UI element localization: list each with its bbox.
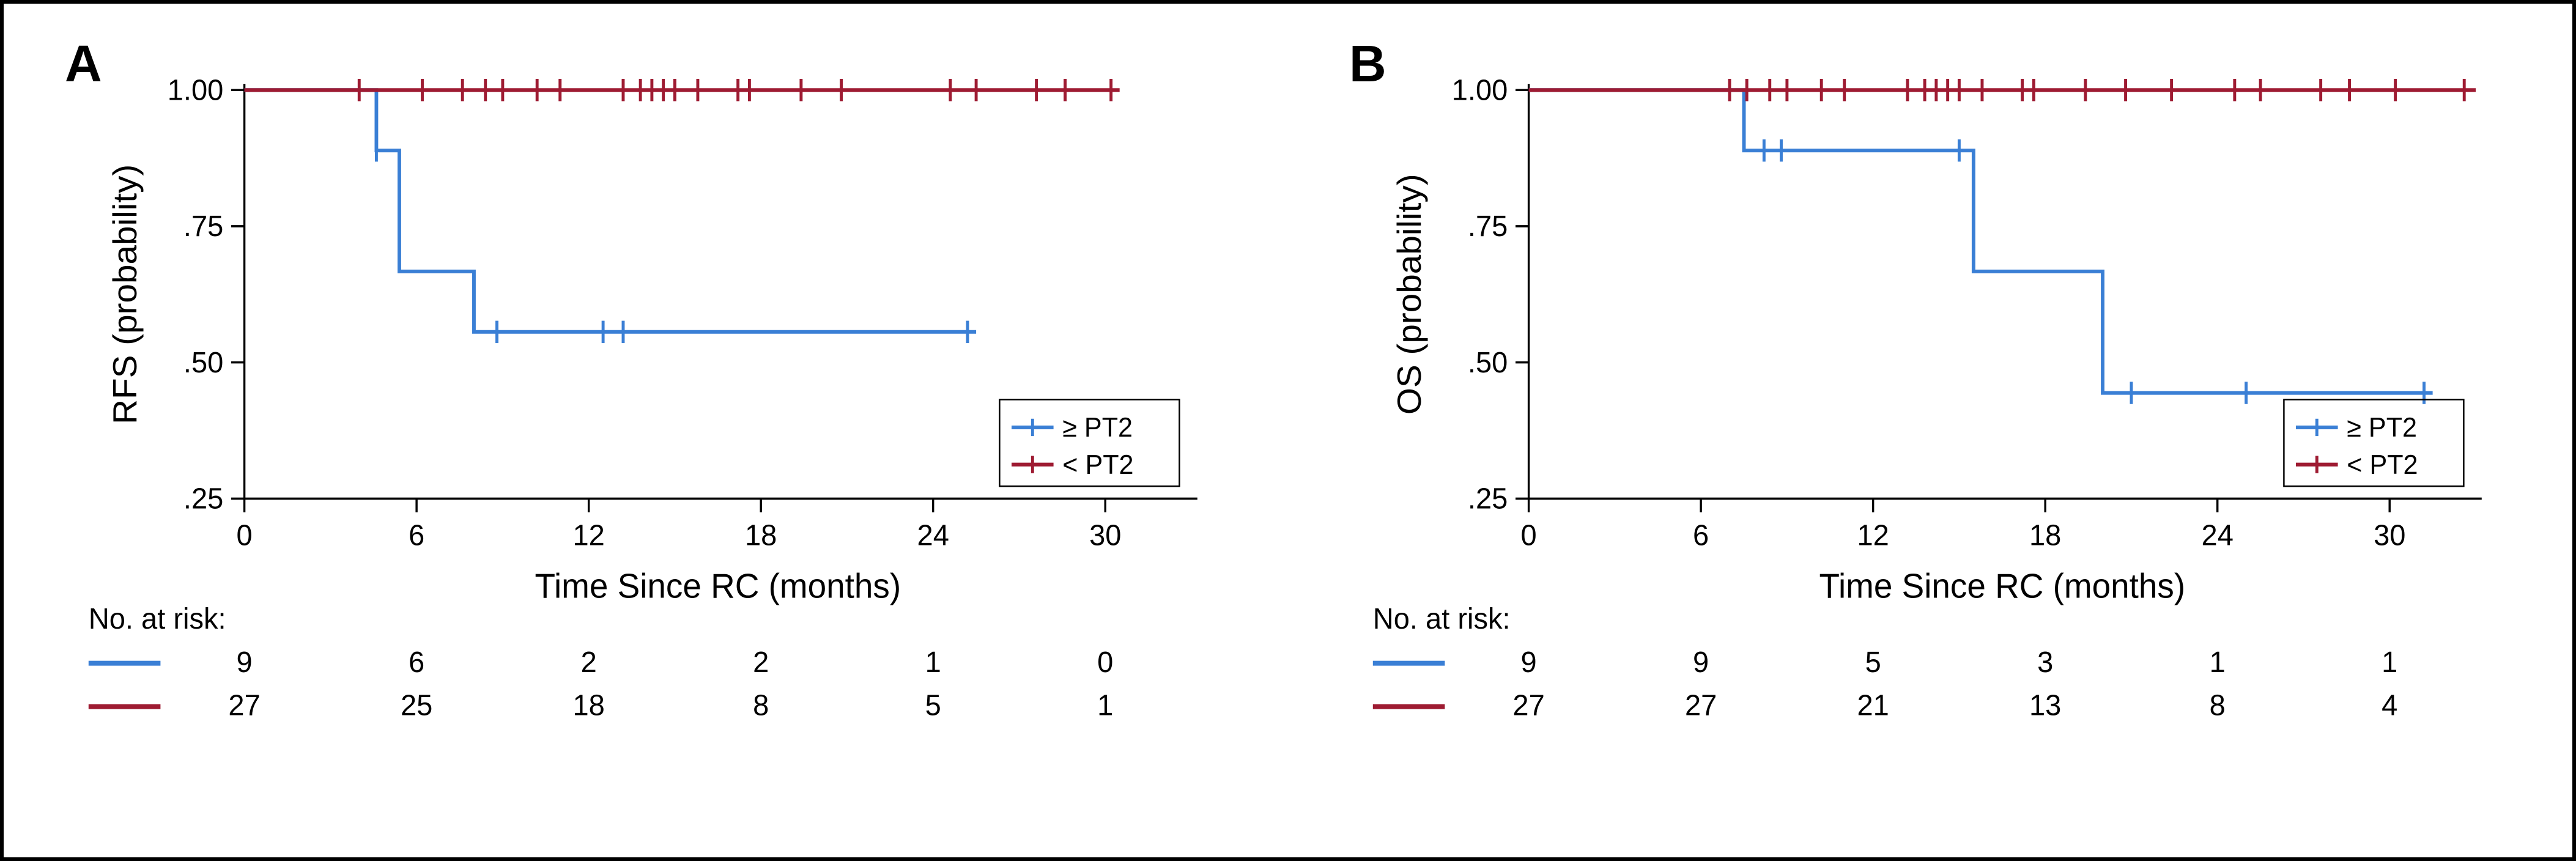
svg-text:24: 24 — [917, 519, 949, 552]
svg-text:9: 9 — [1693, 646, 1709, 679]
svg-text:27: 27 — [228, 689, 260, 722]
svg-text:< PT2: < PT2 — [1062, 449, 1133, 480]
svg-text:OS (probability): OS (probability) — [1390, 174, 1428, 415]
svg-text:2: 2 — [581, 646, 597, 679]
svg-text:.75: .75 — [1468, 210, 1508, 243]
svg-text:Time Since RC (months): Time Since RC (months) — [1819, 566, 2185, 605]
svg-text:≥ PT2: ≥ PT2 — [1062, 412, 1133, 443]
svg-text:4: 4 — [2382, 689, 2397, 722]
svg-text:12: 12 — [572, 519, 604, 552]
svg-text:RFS (probability): RFS (probability) — [106, 164, 144, 424]
panel-a-chart: .25.50.751.000612182430Time Since RC (mo… — [53, 28, 1251, 833]
svg-text:6: 6 — [1693, 519, 1709, 552]
svg-text:.25: .25 — [1468, 482, 1508, 515]
svg-text:8: 8 — [2210, 689, 2226, 722]
svg-text:13: 13 — [2029, 689, 2061, 722]
svg-text:9: 9 — [237, 646, 253, 679]
svg-text:5: 5 — [925, 689, 941, 722]
svg-text:≥ PT2: ≥ PT2 — [2347, 412, 2417, 443]
svg-text:6: 6 — [409, 646, 424, 679]
svg-text:1.00: 1.00 — [1452, 74, 1508, 107]
svg-text:9: 9 — [1521, 646, 1537, 679]
svg-text:5: 5 — [1865, 646, 1881, 679]
svg-text:.75: .75 — [183, 210, 223, 243]
svg-text:.50: .50 — [183, 346, 223, 379]
svg-text:.50: .50 — [1468, 346, 1508, 379]
svg-text:0: 0 — [1097, 646, 1113, 679]
svg-text:8: 8 — [753, 689, 769, 722]
svg-text:No. at risk:: No. at risk: — [1373, 602, 1511, 635]
svg-text:18: 18 — [745, 519, 777, 552]
svg-text:30: 30 — [2374, 519, 2405, 552]
svg-text:24: 24 — [2202, 519, 2234, 552]
svg-text:No. at risk:: No. at risk: — [89, 602, 226, 635]
panel-b-chart: .25.50.751.000612182430Time Since RC (mo… — [1337, 28, 2536, 833]
svg-text:1: 1 — [2382, 646, 2397, 679]
svg-text:Time Since RC (months): Time Since RC (months) — [535, 566, 901, 605]
svg-text:18: 18 — [2029, 519, 2061, 552]
figure-container: A .25.50.751.000612182430Time Since RC (… — [0, 0, 2576, 861]
svg-text:3: 3 — [2037, 646, 2053, 679]
svg-text:27: 27 — [1685, 689, 1717, 722]
svg-text:12: 12 — [1857, 519, 1889, 552]
svg-text:< PT2: < PT2 — [2347, 449, 2418, 480]
svg-text:2: 2 — [753, 646, 769, 679]
svg-text:6: 6 — [409, 519, 424, 552]
svg-text:1: 1 — [2210, 646, 2226, 679]
panel-b: B .25.50.751.000612182430Time Since RC (… — [1288, 4, 2572, 857]
panel-b-svg: .25.50.751.000612182430Time Since RC (mo… — [1337, 28, 2536, 833]
panel-a: A .25.50.751.000612182430Time Since RC (… — [4, 4, 1288, 857]
svg-text:18: 18 — [572, 689, 604, 722]
svg-text:.25: .25 — [183, 482, 223, 515]
svg-text:1: 1 — [925, 646, 941, 679]
panel-a-svg: .25.50.751.000612182430Time Since RC (mo… — [53, 28, 1251, 833]
svg-text:21: 21 — [1857, 689, 1889, 722]
svg-text:0: 0 — [1521, 519, 1537, 552]
svg-text:1.00: 1.00 — [168, 74, 224, 107]
svg-text:1: 1 — [1097, 689, 1113, 722]
svg-text:25: 25 — [401, 689, 432, 722]
svg-text:27: 27 — [1512, 689, 1544, 722]
svg-text:0: 0 — [237, 519, 253, 552]
svg-text:30: 30 — [1089, 519, 1121, 552]
